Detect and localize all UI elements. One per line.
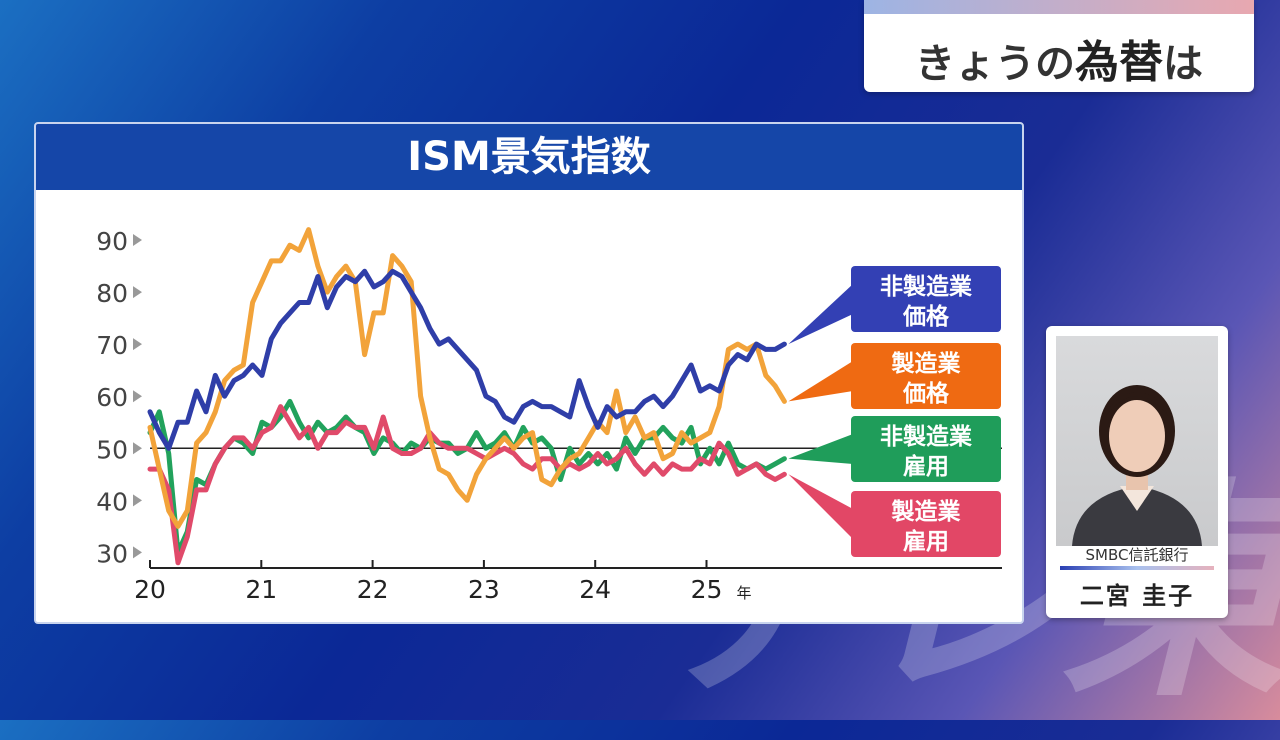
legend-label-1-line-1: 価格 — [902, 380, 950, 407]
series-line-1 — [147, 227, 787, 529]
legend-box-2 — [851, 416, 1001, 482]
legend-pointer-3 — [788, 474, 853, 539]
x-tick-label-25: 25 — [691, 575, 723, 604]
legend-label-2-line-1: 雇用 — [903, 453, 949, 480]
y-tick-marker-80 — [133, 286, 142, 299]
legend-label-0-line-0: 非製造業 — [880, 273, 973, 300]
series-line-3 — [147, 404, 787, 566]
legend-label-1-line-0: 製造業 — [891, 350, 962, 377]
y-tick-label-70: 70 — [96, 331, 128, 360]
y-tick-label-80: 80 — [96, 279, 128, 308]
y-tick-label-30: 30 — [96, 539, 128, 568]
series-line-0 — [147, 268, 787, 451]
legend-label-3-line-0: 製造業 — [891, 498, 962, 525]
x-tick-label-20: 20 — [134, 575, 166, 604]
segment-title-box: きょうの為替は — [864, 0, 1254, 92]
x-tick-label-24: 24 — [579, 575, 611, 604]
segment-title-suffix: は — [1163, 41, 1203, 87]
commentator-name: 二宮 圭子 — [1079, 582, 1195, 610]
y-tick-marker-30 — [133, 546, 142, 559]
segment-title: きょうの為替は — [864, 26, 1254, 90]
title-accent-bar — [864, 0, 1254, 14]
legend-pointer-0 — [788, 284, 853, 345]
commentator-card: SMBC信託銀行 二宮 圭子 — [1046, 326, 1228, 618]
segment-title-keyword: 為替 — [1075, 37, 1163, 88]
legend-box-1 — [851, 343, 1001, 409]
chart-panel: ISM景気指数 30 40 50 60 70 80 90 20 21 22 23 24 25 年非製造業価… — [34, 122, 1024, 624]
card-divider — [1060, 566, 1214, 570]
segment-title-prefix: きょうの — [915, 41, 1075, 87]
legend-box-3 — [851, 491, 1001, 557]
y-tick-marker-40 — [133, 494, 142, 507]
y-tick-label-90: 90 — [96, 227, 128, 256]
y-tick-label-50: 50 — [96, 435, 128, 464]
x-tick-label-22: 22 — [357, 575, 389, 604]
legend-label-0-line-1: 価格 — [902, 303, 950, 330]
y-tick-label-60: 60 — [96, 383, 128, 412]
series-line-2 — [147, 398, 787, 555]
y-tick-marker-60 — [133, 390, 142, 403]
x-tick-label-21: 21 — [245, 575, 277, 604]
legend-pointer-1 — [788, 361, 853, 402]
legend-box-0 — [851, 266, 1001, 332]
legend-pointer-2 — [788, 434, 853, 464]
y-tick-marker-50 — [133, 442, 142, 455]
commentator-company: SMBC信託銀行 — [1085, 546, 1189, 564]
y-tick-marker-70 — [133, 338, 142, 351]
y-tick-marker-90 — [133, 234, 142, 247]
legend-label-2-line-0: 非製造業 — [880, 423, 973, 450]
y-tick-label-40: 40 — [96, 487, 128, 516]
x-tick-label-23: 23 — [468, 575, 500, 604]
commentator-photo — [1056, 336, 1218, 546]
chart-title: ISM景気指数 — [36, 124, 1022, 190]
x-unit-label: 年 — [737, 584, 752, 602]
legend-label-3-line-1: 雇用 — [903, 528, 949, 555]
